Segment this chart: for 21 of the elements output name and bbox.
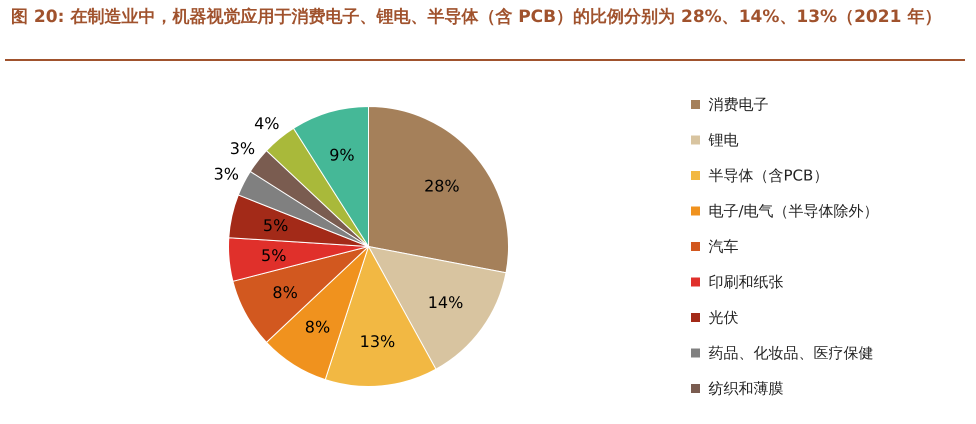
- data-label: 8%: [272, 282, 298, 302]
- legend-label: 消费电子: [708, 96, 768, 114]
- data-label: 5%: [261, 246, 286, 265]
- data-label: 3%: [214, 164, 239, 184]
- data-label: 4%: [254, 114, 280, 134]
- legend-label: 锂电: [708, 131, 738, 149]
- data-label: 8%: [304, 317, 330, 336]
- data-label: 14%: [428, 292, 464, 312]
- legend-label: 半导体（含PCB）: [708, 166, 828, 184]
- legend-label: 药品、化妆品、医疗保健: [708, 344, 874, 362]
- legend-label: 印刷和纸张: [708, 273, 784, 291]
- data-label: 5%: [262, 216, 288, 236]
- data-label: 3%: [230, 139, 256, 158]
- legend-label: 纺织和薄膜: [708, 380, 784, 398]
- legend-label: 电子/电气（半导体除外）: [708, 202, 879, 220]
- data-label: 13%: [360, 332, 396, 351]
- legend-label: 光伏: [708, 308, 738, 326]
- data-label: 28%: [424, 176, 460, 196]
- legend-label: 汽车: [708, 238, 738, 256]
- chart-title: 图 20: 在制造业中，机器视觉应用于消费电子、锂电、半导体（含 PCB）的比例分别为 28%、14%、13%（2021 年）: [11, 6, 942, 29]
- data-label: 9%: [329, 146, 355, 165]
